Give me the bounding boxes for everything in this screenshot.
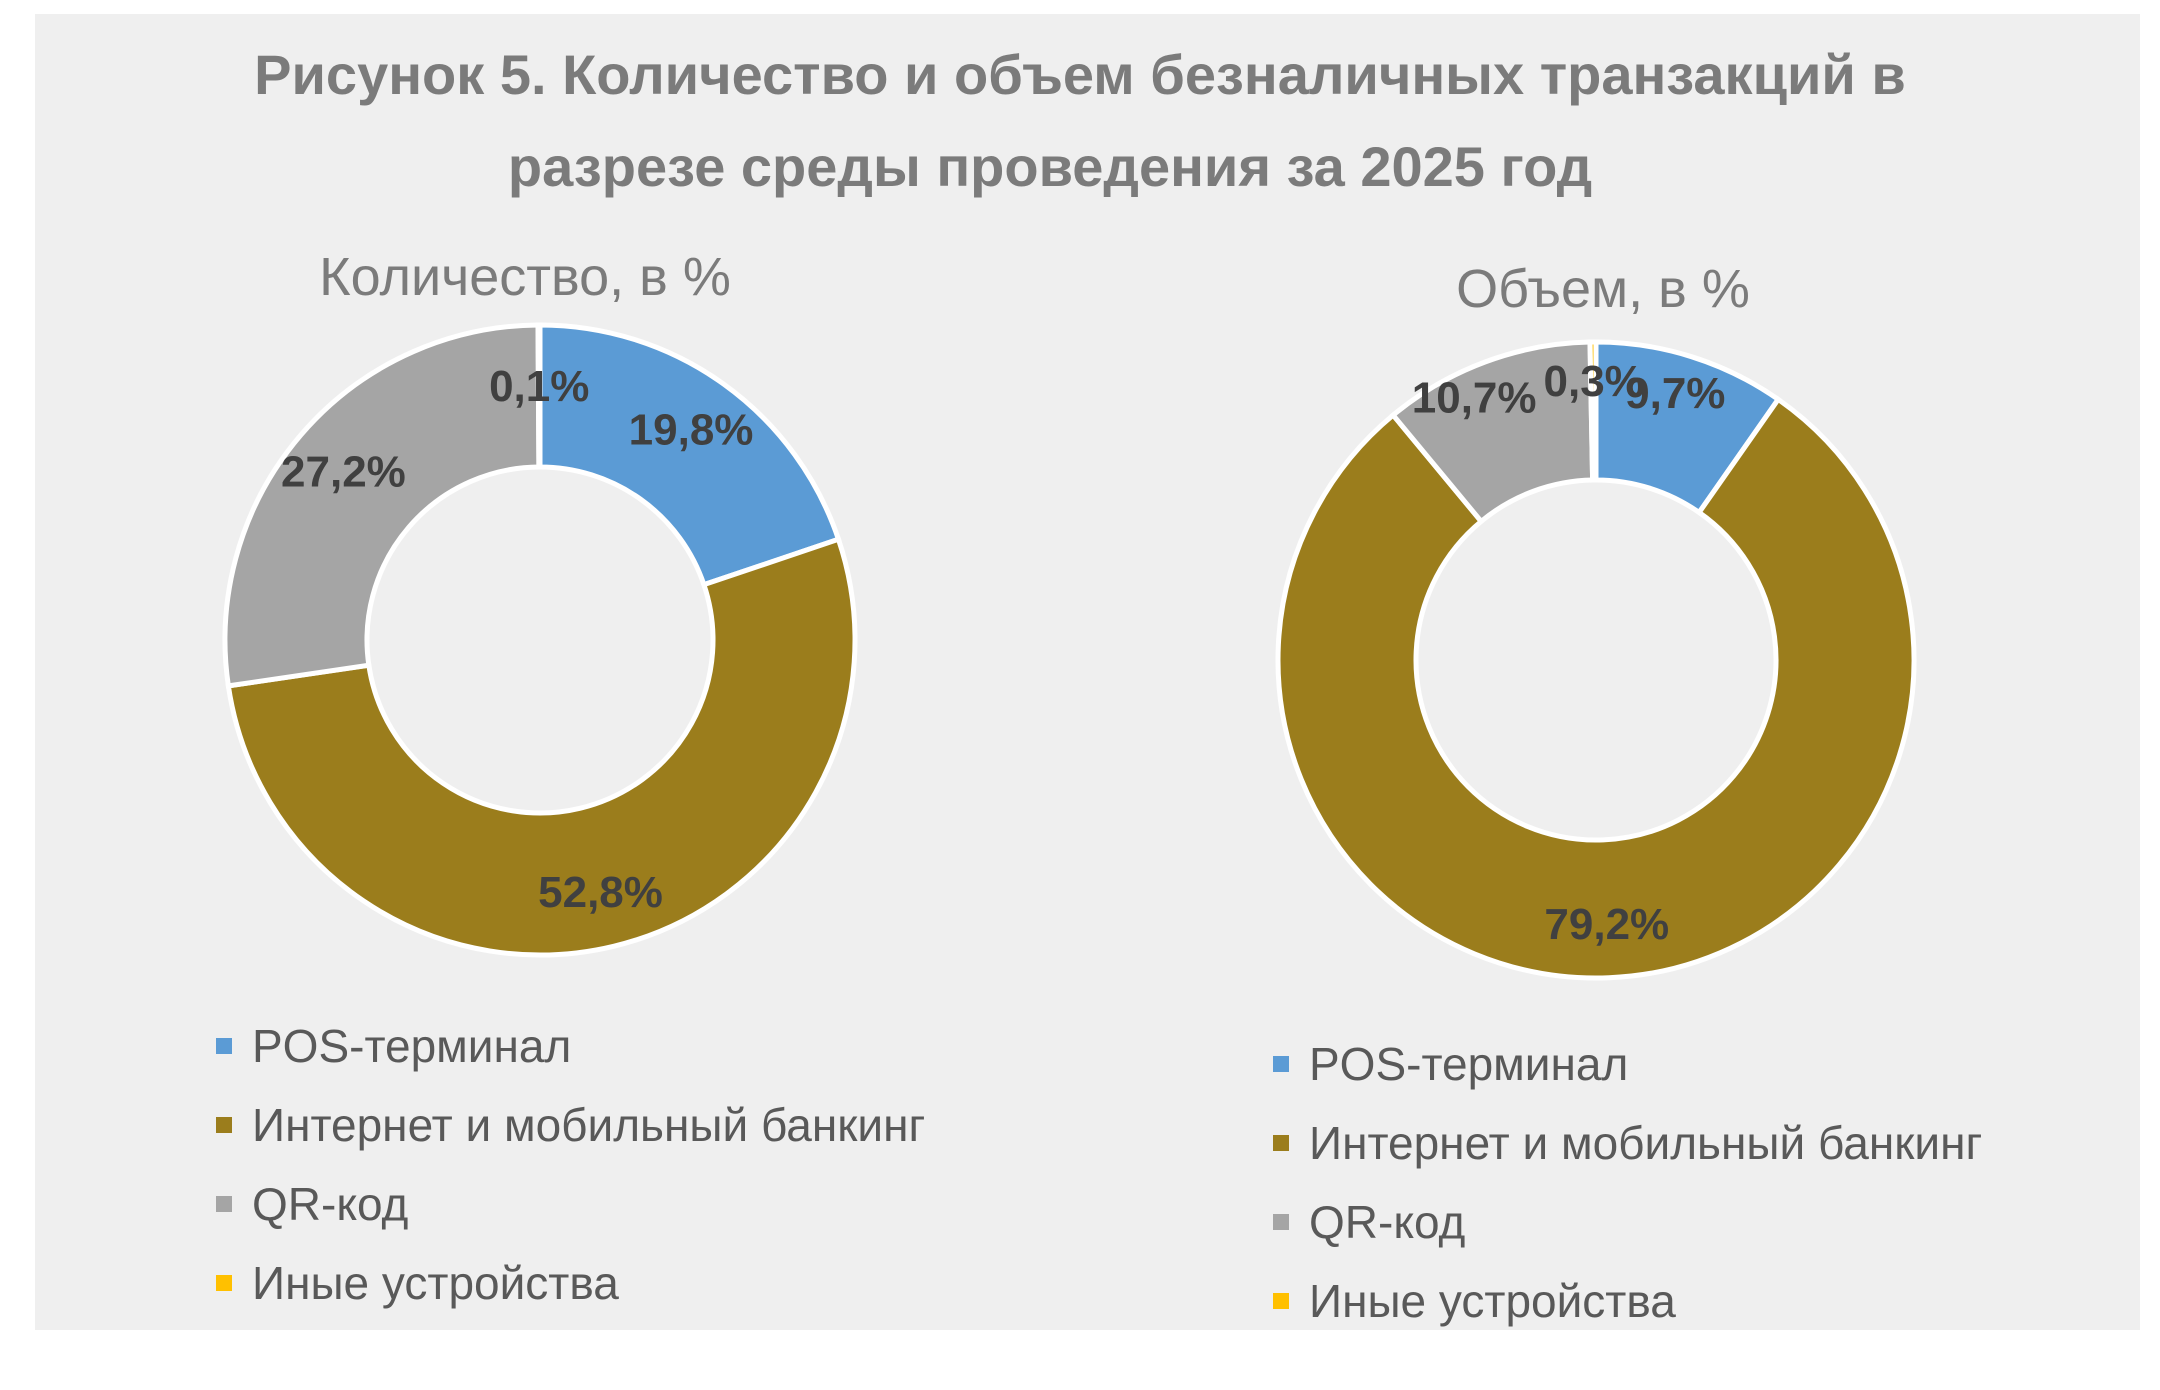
chart-volume-title: Объем, в % bbox=[1456, 259, 1750, 319]
legend-swatch bbox=[216, 1274, 232, 1291]
chart-title-line1: Рисунок 5. Количество и объем безналичны… bbox=[254, 43, 1906, 106]
legend-label: Иные устройства bbox=[1309, 1274, 1676, 1327]
legend-item: QR-код bbox=[216, 1164, 925, 1243]
legend-item: Интернет и мобильный банкинг bbox=[216, 1085, 925, 1164]
donut-slice bbox=[222, 322, 542, 689]
legend-swatch bbox=[1273, 1213, 1289, 1230]
data-label: 52,8% bbox=[538, 868, 663, 917]
legend-label: Интернет и мобильный банкинг bbox=[252, 1098, 926, 1151]
data-label: 79,2% bbox=[1544, 900, 1669, 949]
chart-quantity-title: Количество, в % bbox=[319, 247, 731, 307]
legend-label: Интернет и мобильный банкинг bbox=[1309, 1116, 1983, 1169]
donut-slice bbox=[1275, 395, 1917, 981]
legend-label: Иные устройства bbox=[252, 1256, 619, 1309]
chart-title-line2: разрезе среды проведения за 2025 год bbox=[507, 135, 1593, 198]
legend-label: QR-код bbox=[252, 1177, 409, 1230]
legend-item: Иные устройства bbox=[216, 1243, 925, 1322]
legend-label: POS-терминал bbox=[1309, 1037, 1629, 1090]
legend-swatch bbox=[216, 1037, 232, 1054]
donut-slice bbox=[225, 536, 858, 958]
legend-swatch bbox=[1273, 1134, 1289, 1151]
legend-swatch bbox=[1273, 1055, 1289, 1072]
data-label: 27,2% bbox=[281, 447, 406, 496]
legend-item: Интернет и мобильный банкинг bbox=[1273, 1103, 1982, 1182]
legend-swatch bbox=[1273, 1292, 1289, 1309]
legend-label: POS-терминал bbox=[252, 1019, 572, 1072]
data-label: 0,1% bbox=[489, 362, 589, 411]
donut-slice bbox=[1587, 339, 1599, 483]
legend-label: QR-код bbox=[1309, 1195, 1466, 1248]
legend-item: QR-код bbox=[1273, 1182, 1982, 1261]
legend-swatch bbox=[216, 1195, 232, 1212]
data-label: 9,7% bbox=[1625, 369, 1725, 418]
donut-slice bbox=[535, 322, 543, 470]
legend-item: Иные устройства bbox=[1273, 1261, 1982, 1340]
legend-quantity: POS-терминал Интернет и мобильный банкинг… bbox=[216, 1006, 925, 1322]
legend-item: POS-терминал bbox=[216, 1006, 925, 1085]
donut-slice bbox=[537, 322, 842, 588]
data-label: 19,8% bbox=[629, 406, 754, 455]
data-label: 10,7% bbox=[1412, 373, 1537, 422]
data-label: 0,3% bbox=[1544, 357, 1644, 406]
legend-swatch bbox=[216, 1116, 232, 1133]
legend-item: POS-терминал bbox=[1273, 1024, 1982, 1103]
legend-volume: POS-терминал Интернет и мобильный банкинг… bbox=[1273, 1024, 1982, 1340]
